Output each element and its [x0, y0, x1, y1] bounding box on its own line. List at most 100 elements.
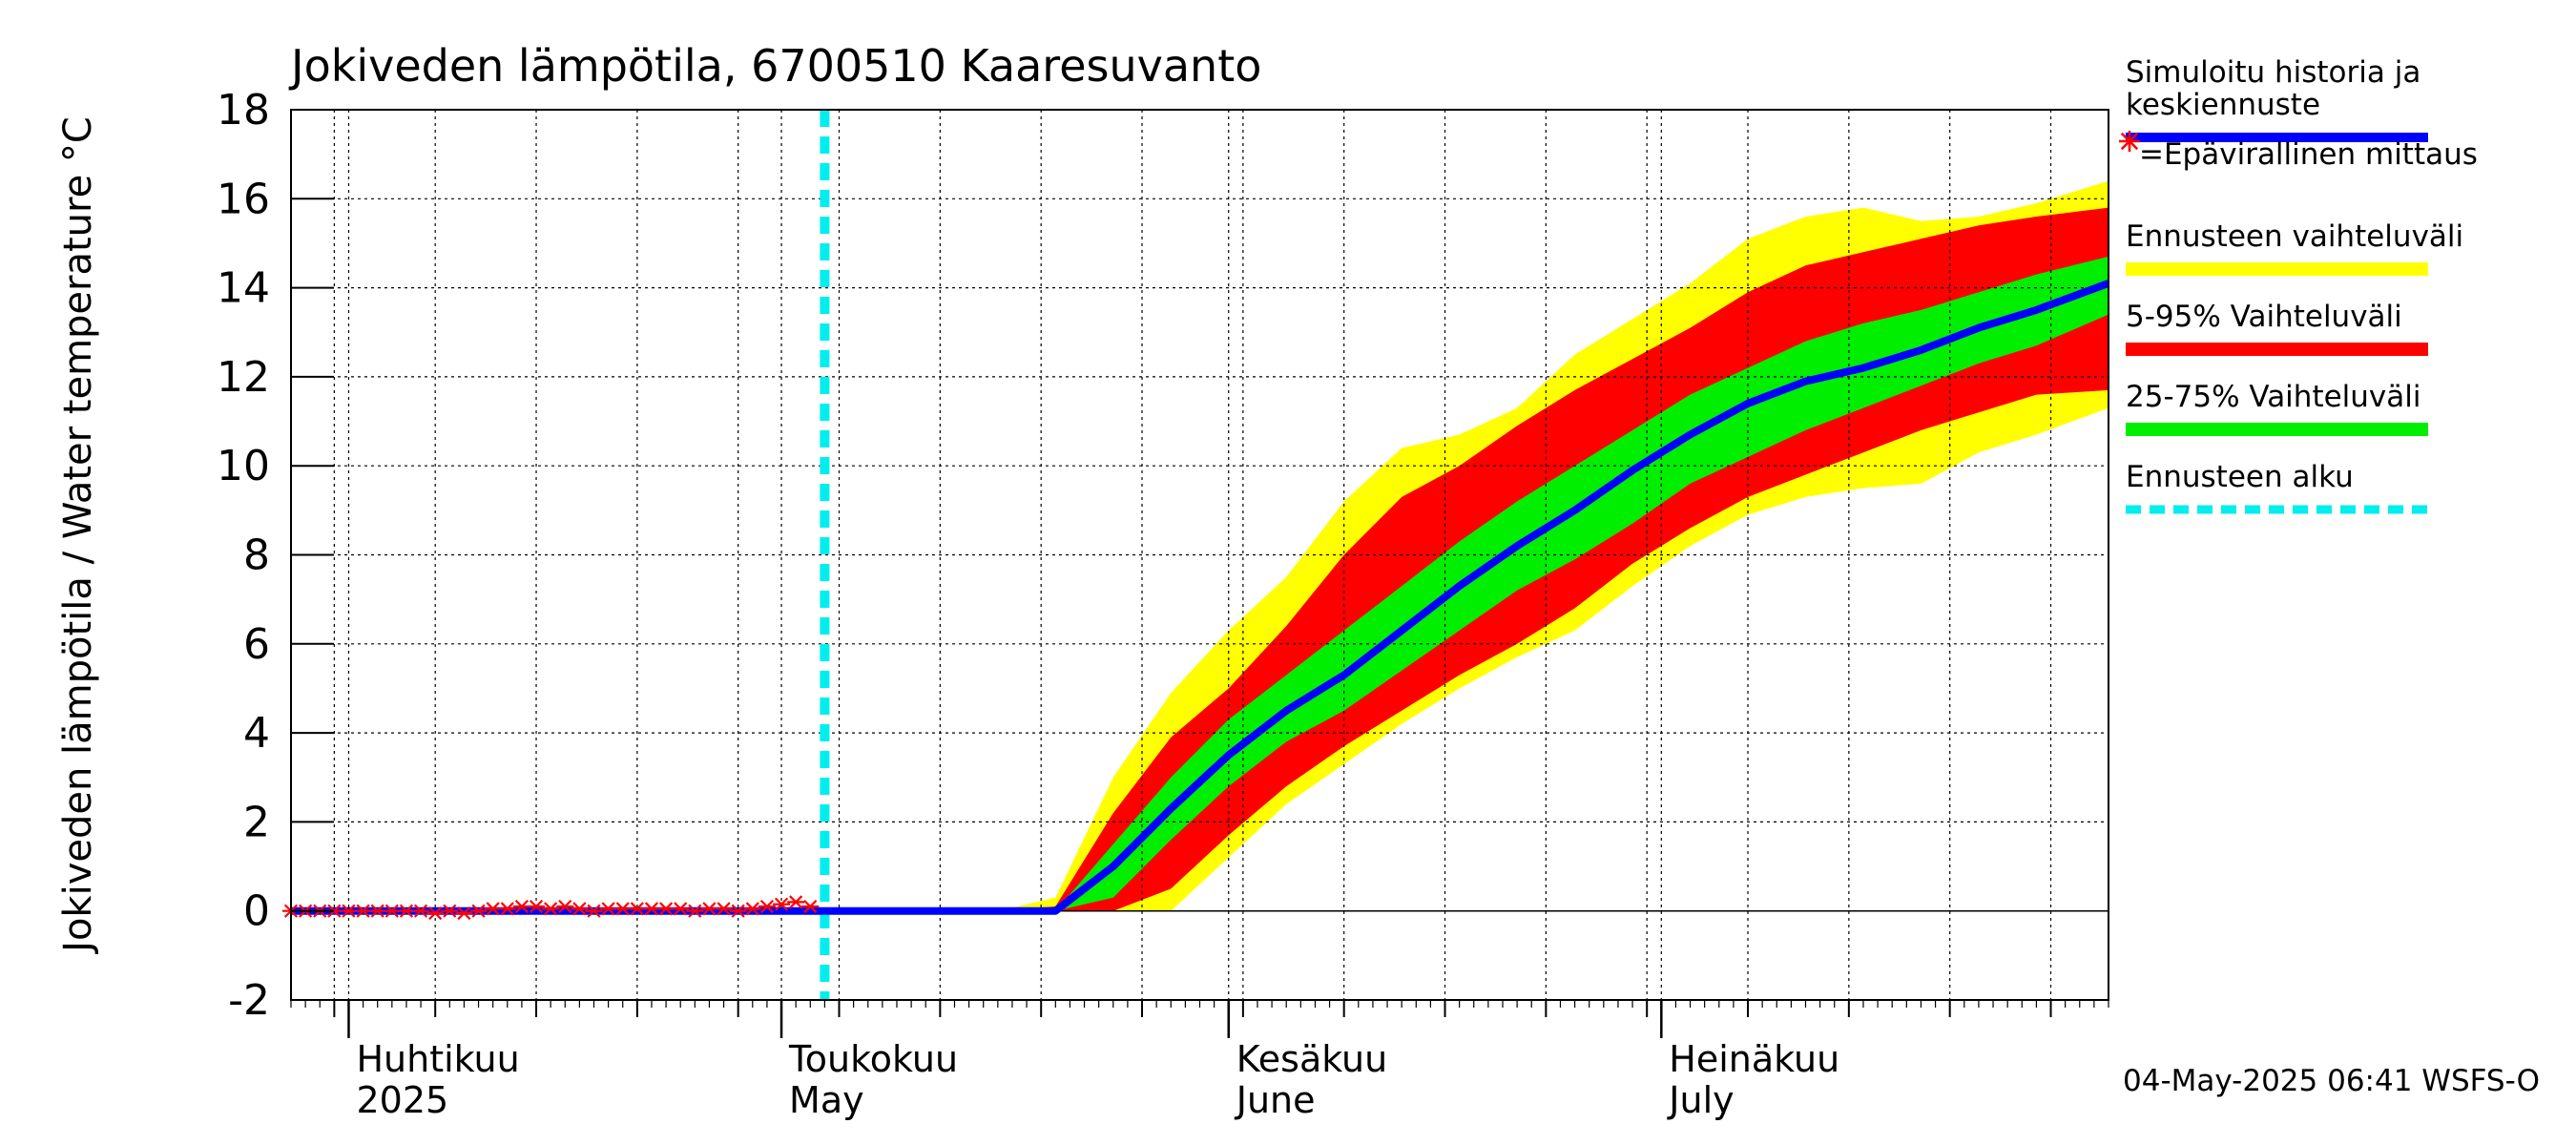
y-tick-label: 4 — [243, 709, 270, 758]
observation-stroke — [544, 902, 558, 916]
observation-stroke — [457, 906, 471, 921]
observation-point — [686, 904, 704, 918]
observation-point — [498, 902, 516, 916]
timestamp-footer: 04-May-2025 06:41 WSFS-O — [2123, 1064, 2540, 1098]
y-axis-label: Jokiveden lämpötila / Water temperature … — [56, 116, 100, 955]
observation-point — [715, 902, 733, 916]
observation-point — [642, 902, 660, 916]
observation-point — [340, 904, 358, 918]
observation-point — [599, 902, 617, 916]
observation-stroke — [717, 902, 731, 916]
y-tick-label: -2 — [228, 976, 270, 1025]
observation-point — [729, 904, 747, 918]
observation-stroke — [558, 899, 572, 914]
observation-stroke — [356, 904, 370, 918]
observation-stroke — [327, 904, 342, 918]
observation-stroke — [384, 904, 399, 918]
chart-title: Jokiveden lämpötila, 6700510 Kaaresuvant… — [288, 40, 1261, 92]
month-label-secondary: May — [789, 1079, 864, 1121]
legend-label: keskiennuste — [2126, 88, 2320, 122]
y-tick-label: 6 — [243, 620, 270, 669]
observation-point — [368, 904, 386, 918]
observation-point — [412, 904, 430, 918]
grid — [291, 110, 2109, 1000]
observation-point — [542, 902, 560, 916]
observation-stroke — [659, 902, 674, 916]
observation-stroke — [514, 899, 529, 914]
observation-point — [556, 899, 574, 914]
observation-point — [743, 902, 761, 916]
observation-point — [801, 899, 820, 914]
observation-point — [773, 897, 791, 911]
observation-stroke — [803, 899, 818, 914]
observation-stroke — [370, 904, 384, 918]
y-tick-label: 2 — [243, 798, 270, 846]
legend-star-icon — [2119, 131, 2140, 152]
observation-point — [628, 902, 646, 916]
median-series-line — [291, 280, 2110, 915]
observation-point — [613, 902, 632, 916]
observation-point — [484, 902, 502, 916]
month-label-secondary: July — [1667, 1079, 1734, 1121]
observation-stroke — [615, 902, 630, 916]
observation-point — [512, 899, 530, 914]
y-tick-label: 10 — [217, 442, 270, 490]
observation-point — [758, 899, 776, 914]
observation-stroke — [702, 902, 717, 916]
observation-stroke — [674, 902, 688, 916]
series-layer — [282, 110, 2110, 1000]
observation-point — [528, 899, 546, 914]
observation-stroke — [342, 904, 356, 918]
legend-label: Ennusteen alku — [2126, 460, 2354, 494]
observation-stroke — [774, 897, 789, 911]
observation-point — [455, 906, 473, 921]
month-label-secondary: June — [1235, 1079, 1316, 1121]
observation-point — [585, 904, 603, 918]
month-label: Kesäkuu — [1236, 1038, 1388, 1080]
observation-stroke — [471, 904, 486, 918]
observation-point — [397, 904, 415, 918]
legend-label: 5-95% Vaihteluväli — [2126, 300, 2402, 334]
observation-stroke — [601, 902, 615, 916]
observation-point — [383, 904, 401, 918]
observation-stroke — [428, 906, 443, 921]
y-axis: -2 0 2 4 6 8 10 12 14 16 18 — [217, 86, 334, 1025]
observation-point — [426, 906, 445, 921]
legend-label: Ennusteen vaihteluväli — [2126, 219, 2463, 254]
observation-stroke — [443, 904, 457, 918]
observation-stroke — [529, 899, 544, 914]
observation-stroke — [731, 904, 745, 918]
p5-95-band — [291, 207, 2109, 911]
month-label: Toukokuu — [788, 1038, 958, 1080]
month-label: Heinäkuu — [1669, 1038, 1839, 1080]
observation-point — [469, 904, 488, 918]
y-tick-label: 18 — [217, 86, 270, 135]
observation-stroke — [399, 904, 414, 918]
observation-point — [571, 902, 589, 916]
forecast-bands — [291, 180, 2109, 911]
star-stroke — [2120, 132, 2139, 151]
y-tick-label: 8 — [243, 531, 270, 580]
observation-point — [354, 904, 372, 918]
observation-stroke — [745, 902, 759, 916]
observation-stroke — [486, 902, 500, 916]
y-tick-label: 14 — [217, 264, 270, 313]
observation-stroke — [644, 902, 659, 916]
observation-stroke — [789, 895, 803, 909]
observation-stroke — [572, 902, 587, 916]
observation-stroke — [413, 904, 428, 918]
p25-75-band — [291, 256, 2109, 911]
month-label-secondary: 2025 — [356, 1079, 448, 1121]
legend-label: 25-75% Vaihteluväli — [2126, 380, 2421, 414]
y-tick-label: 16 — [217, 175, 270, 223]
observation-point — [672, 902, 690, 916]
observation-point — [700, 902, 718, 916]
observation-point — [787, 895, 805, 909]
observation-stroke — [630, 902, 644, 916]
observation-point — [657, 902, 675, 916]
y-tick-label: 0 — [243, 887, 270, 936]
legend-label: =Epävirallinen mittaus — [2139, 137, 2478, 172]
